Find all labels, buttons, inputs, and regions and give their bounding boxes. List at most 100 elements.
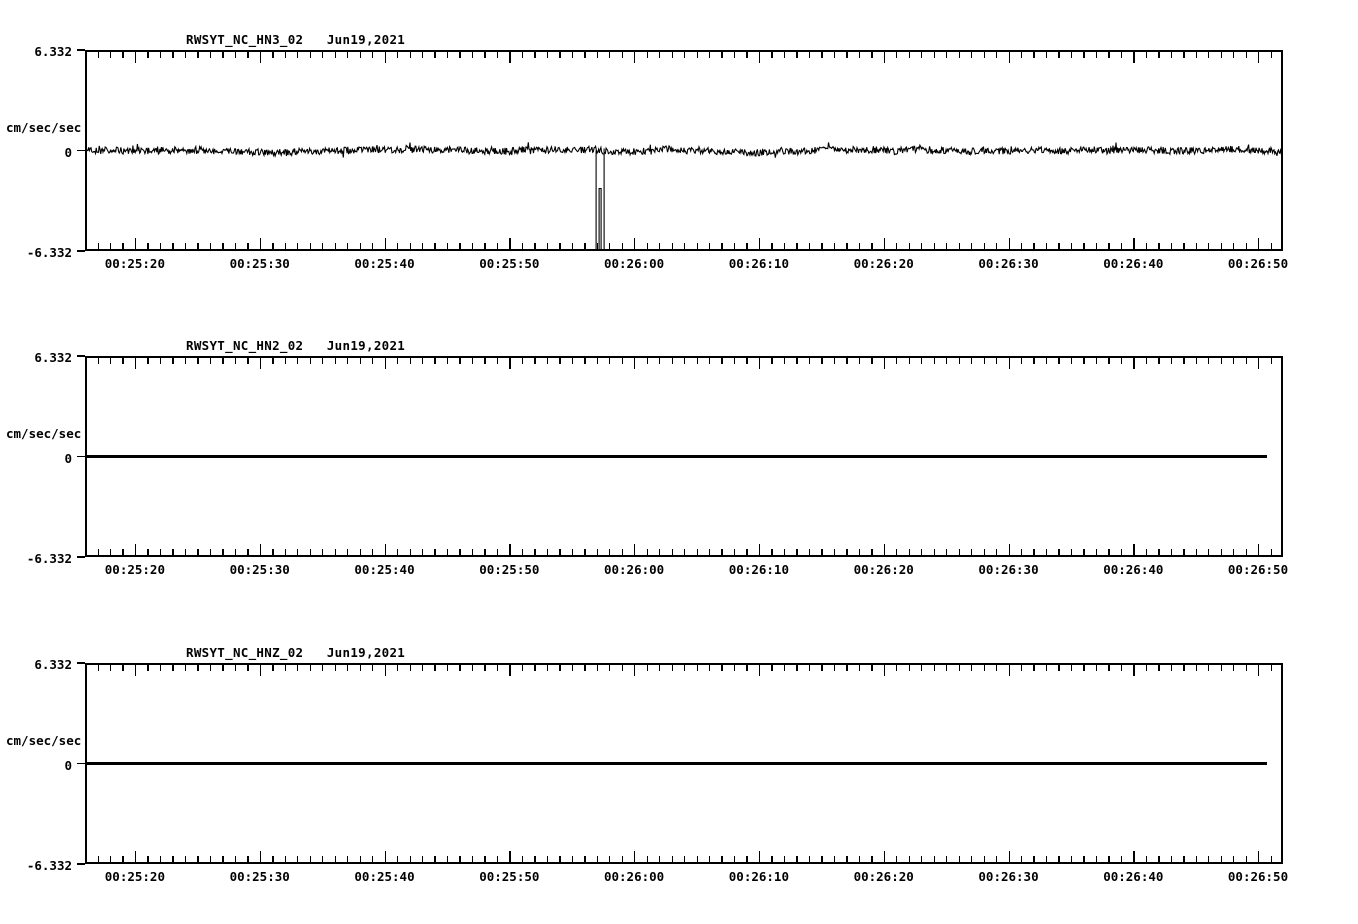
- x-axis-minor-tick: [546, 358, 549, 364]
- x-axis-minor-tick: [222, 856, 224, 862]
- x-axis-major-tick: [634, 52, 636, 63]
- x-axis-minor-tick: [908, 243, 910, 249]
- x-axis-major-tick: [509, 358, 511, 369]
- x-axis-minor-tick: [372, 52, 374, 58]
- x-axis-major-tick: [1258, 544, 1260, 555]
- x-axis-minor-tick: [234, 665, 237, 671]
- x-axis-minor-tick: [946, 52, 948, 58]
- x-axis-minor-tick: [908, 358, 910, 364]
- x-axis-minor-tick: [983, 52, 985, 58]
- x-axis-minor-tick: [347, 665, 349, 671]
- x-axis-minor-tick: [421, 665, 424, 671]
- x-axis-minor-tick: [434, 665, 436, 671]
- x-axis-minor-tick: [459, 549, 461, 555]
- x-axis-minor-tick: [1033, 549, 1035, 555]
- x-axis-minor-tick: [309, 856, 311, 862]
- frame-edge-right: [1281, 50, 1283, 251]
- x-axis-minor-tick: [484, 358, 486, 364]
- x-axis-minor-tick: [347, 52, 349, 58]
- x-axis-minor-tick: [1083, 856, 1085, 862]
- x-axis-minor-tick: [372, 549, 374, 555]
- x-axis-minor-tick: [334, 243, 336, 249]
- x-axis-major-tick: [758, 52, 761, 63]
- x-axis-minor-tick: [746, 243, 748, 249]
- y-tick-min-hn2: -6.332: [26, 551, 72, 566]
- x-axis-minor-tick: [733, 243, 736, 249]
- x-axis-minor-tick: [1233, 549, 1235, 555]
- x-axis-major-tick: [1133, 238, 1135, 249]
- x-axis-minor-tick: [958, 549, 960, 555]
- x-axis-minor-tick: [808, 52, 811, 58]
- x-axis-minor-tick: [596, 52, 598, 58]
- x-axis-minor-tick: [272, 549, 274, 555]
- x-axis-minor-tick: [1045, 358, 1048, 364]
- x-tick-label: 00:26:20: [853, 256, 914, 271]
- x-axis-minor-tick: [659, 549, 661, 555]
- x-axis-minor-tick: [284, 665, 287, 671]
- x-axis-major-tick: [384, 665, 386, 676]
- x-axis-minor-tick: [659, 52, 661, 58]
- x-axis-minor-tick: [159, 856, 162, 862]
- x-axis-minor-tick: [1145, 549, 1148, 555]
- y-tick-zero-hn2: 0: [64, 451, 72, 466]
- x-axis-minor-tick: [671, 549, 673, 555]
- x-axis-minor-tick: [1195, 549, 1197, 555]
- x-axis-minor-tick: [222, 358, 224, 364]
- x-axis-minor-tick: [733, 665, 736, 671]
- x-axis-minor-tick: [621, 52, 623, 58]
- x-axis-minor-tick: [1170, 549, 1173, 555]
- x-tick-label: 00:26:30: [978, 562, 1039, 577]
- x-axis-minor-tick: [771, 665, 773, 671]
- x-axis-minor-tick: [996, 856, 998, 862]
- x-axis-minor-tick: [983, 243, 985, 249]
- y-axis-unit-label-hn3: cm/sec/sec: [6, 120, 82, 135]
- x-axis-major-tick: [883, 544, 886, 555]
- seismogram-panel-hn3: RWSYT_NC_HN3_02 Jun19,2021 cm/sec/sec 6.…: [0, 0, 1358, 300]
- x-tick-label: 00:25:40: [354, 256, 415, 271]
- x-axis-minor-tick: [1158, 549, 1160, 555]
- x-axis-minor-tick: [1070, 358, 1073, 364]
- x-axis-minor-tick: [896, 358, 898, 364]
- x-axis-minor-tick: [1058, 665, 1060, 671]
- x-axis-minor-tick: [808, 665, 811, 671]
- x-axis-minor-tick: [1070, 549, 1073, 555]
- x-axis-minor-tick: [646, 665, 648, 671]
- x-axis-minor-tick: [1170, 856, 1173, 862]
- x-axis-major-tick: [883, 851, 886, 862]
- x-axis-minor-tick: [671, 665, 673, 671]
- x-axis-minor-tick: [609, 549, 611, 555]
- x-axis-major-tick: [1133, 358, 1135, 369]
- x-axis-minor-tick: [796, 243, 798, 249]
- x-axis-minor-tick: [1058, 52, 1060, 58]
- x-axis-minor-tick: [1183, 358, 1185, 364]
- x-axis-major-tick: [509, 238, 511, 249]
- x-axis-minor-tick: [1208, 52, 1210, 58]
- x-axis-minor-tick: [397, 52, 399, 58]
- x-axis-minor-tick: [696, 243, 698, 249]
- x-axis-minor-tick: [1158, 665, 1160, 671]
- x-axis-minor-tick: [696, 665, 698, 671]
- x-axis-minor-tick: [1245, 856, 1247, 862]
- x-axis-minor-tick: [1245, 243, 1247, 249]
- x-axis-minor-tick: [733, 52, 736, 58]
- x-tick-label: 00:25:40: [354, 869, 415, 884]
- x-axis-minor-tick: [322, 243, 324, 249]
- x-axis-minor-tick: [821, 549, 823, 555]
- x-axis-minor-tick: [172, 243, 174, 249]
- x-axis-minor-tick: [147, 358, 149, 364]
- x-axis-minor-tick: [272, 665, 274, 671]
- x-axis-minor-tick: [234, 358, 237, 364]
- x-axis-minor-tick: [1033, 358, 1035, 364]
- x-tick-label: 00:26:00: [603, 562, 665, 577]
- x-axis-minor-tick: [846, 665, 848, 671]
- x-axis-minor-tick: [1270, 665, 1272, 671]
- x-axis-minor-tick: [1220, 665, 1222, 671]
- x-axis-minor-tick: [247, 856, 249, 862]
- x-axis-minor-tick: [933, 52, 935, 58]
- x-axis-minor-tick: [796, 52, 798, 58]
- x-axis-minor-tick: [971, 52, 973, 58]
- x-axis-major-tick: [758, 358, 761, 369]
- x-axis-minor-tick: [459, 52, 461, 58]
- x-axis-minor-tick: [97, 665, 99, 671]
- x-axis-minor-tick: [434, 549, 436, 555]
